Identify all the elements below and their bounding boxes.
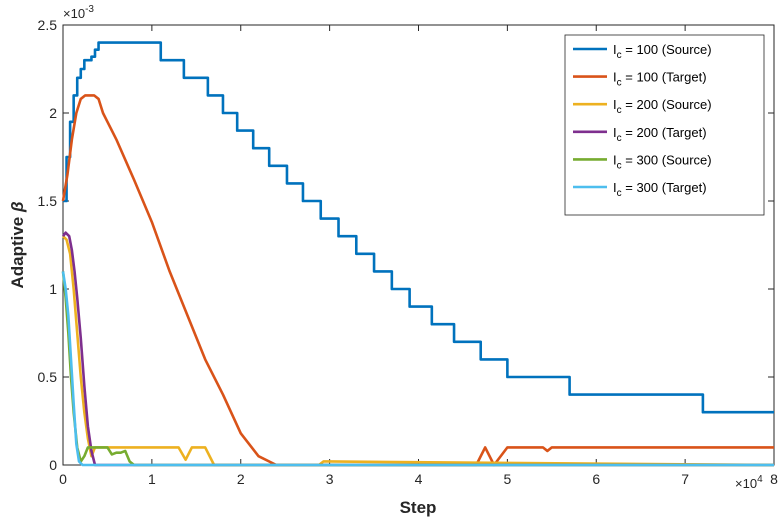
legend-label-2: Ic = 100 (Target) (613, 70, 707, 89)
series-line-1 (63, 41, 774, 414)
y-tick-label: 0.5 (38, 369, 58, 385)
x-tick-label: 1 (148, 471, 156, 487)
y-tick-label: 0 (49, 457, 57, 473)
series-line-6 (61, 271, 774, 467)
legend-label-4: Ic = 200 (Target) (613, 125, 707, 144)
y-axis-label: Adaptive β (8, 201, 27, 288)
x-exponent-label: ×104 (735, 474, 763, 491)
series-line-2 (61, 94, 774, 467)
x-tick-label: 3 (326, 471, 334, 487)
y-tick-label: 1 (49, 281, 57, 297)
y-tick-label: 1.5 (38, 193, 58, 209)
legend-label-5: Ic = 300 (Source) (613, 152, 712, 171)
series-lines (61, 41, 775, 467)
y-exponent-label: ×10-3 (63, 4, 94, 21)
legend-label-3: Ic = 200 (Source) (613, 97, 712, 116)
x-tick-label: 6 (592, 471, 600, 487)
legend-box (564, 34, 765, 216)
x-tick-label: 4 (415, 471, 423, 487)
legend: Ic = 100 (Source) Ic = 100 (Target) Ic = 2… (564, 34, 765, 216)
x-tick-label: 5 (503, 471, 511, 487)
x-tick-label: 7 (681, 471, 689, 487)
axis-ticks: 0 1 2 3 4 5 6 7 8 0 0.5 1 1.5 2 2.5 (38, 17, 779, 487)
y-tick-label: 2.5 (38, 17, 58, 33)
x-tick-label: 2 (237, 471, 245, 487)
x-tick-label: 8 (770, 471, 778, 487)
x-axis-label: Step (400, 498, 437, 517)
x-tick-label: 0 (59, 471, 67, 487)
legend-label-6: Ic = 300 (Target) (613, 180, 707, 199)
legend-label-1: Ic = 100 (Source) (613, 42, 712, 61)
y-tick-label: 2 (49, 105, 57, 121)
